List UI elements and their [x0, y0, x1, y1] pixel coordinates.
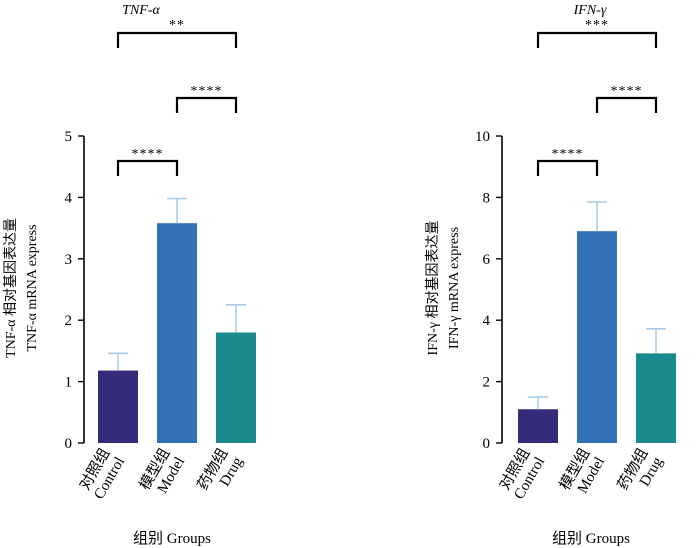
significance-label: *** [585, 18, 609, 33]
x-axis-label: 组别 Groups [552, 530, 630, 547]
bar [98, 370, 138, 443]
y-axis-label-cn: TNF-α 相对基因表达量 [2, 218, 19, 358]
bar [577, 231, 617, 443]
significance-bracket [116, 31, 238, 48]
y-axis-label-en: TNF-α mRNA express [25, 224, 40, 351]
y-tick-label: 2 [483, 375, 491, 391]
significance-label: **** [191, 84, 223, 99]
significance-label: **** [611, 84, 643, 99]
chart-panel-1: TNF-α 0 1 2 3 4 5 TNF-α 相对基因表达量 TNF-α mRNA expre… [2, 3, 256, 547]
bar [157, 223, 197, 443]
y-tick-label: 3 [65, 252, 73, 268]
significance-label: ** [169, 18, 185, 33]
bar [636, 353, 676, 443]
x-axis-label: 组别 Groups [133, 530, 211, 547]
significance-bracket [536, 31, 658, 48]
bar [518, 409, 558, 443]
y-tick-label: 1 [65, 375, 73, 391]
chart-title: TNF-α [122, 3, 160, 18]
significance-bracket [536, 159, 599, 176]
significance-bracket [175, 96, 238, 113]
significance-label: **** [552, 147, 584, 162]
y-tick-label: 4 [483, 313, 491, 329]
y-tick-label: 2 [65, 313, 73, 329]
y-tick-label: 8 [483, 190, 491, 206]
y-tick-label: 6 [483, 252, 491, 268]
y-tick-label: 4 [65, 190, 73, 206]
chart-title: IFN-γ [573, 3, 607, 18]
y-tick-label: 0 [483, 436, 491, 452]
y-tick-label: 0 [65, 436, 73, 452]
y-axis-label-en: IFN-γ mRNA express [447, 227, 462, 349]
significance-bracket [595, 96, 658, 113]
significance-bracket [116, 159, 179, 176]
y-axis-label-cn: IFN-γ 相对基因表达量 [424, 221, 441, 356]
y-tick-label: 10 [475, 129, 490, 145]
significance-label: **** [132, 147, 164, 162]
chart-panel-2: IFN-γ 0 2 4 6 8 10 IFN-γ 相对基因表达量 IFN-γ mRNA expr… [424, 3, 676, 547]
bar [216, 332, 256, 443]
y-tick-label: 5 [65, 129, 73, 145]
